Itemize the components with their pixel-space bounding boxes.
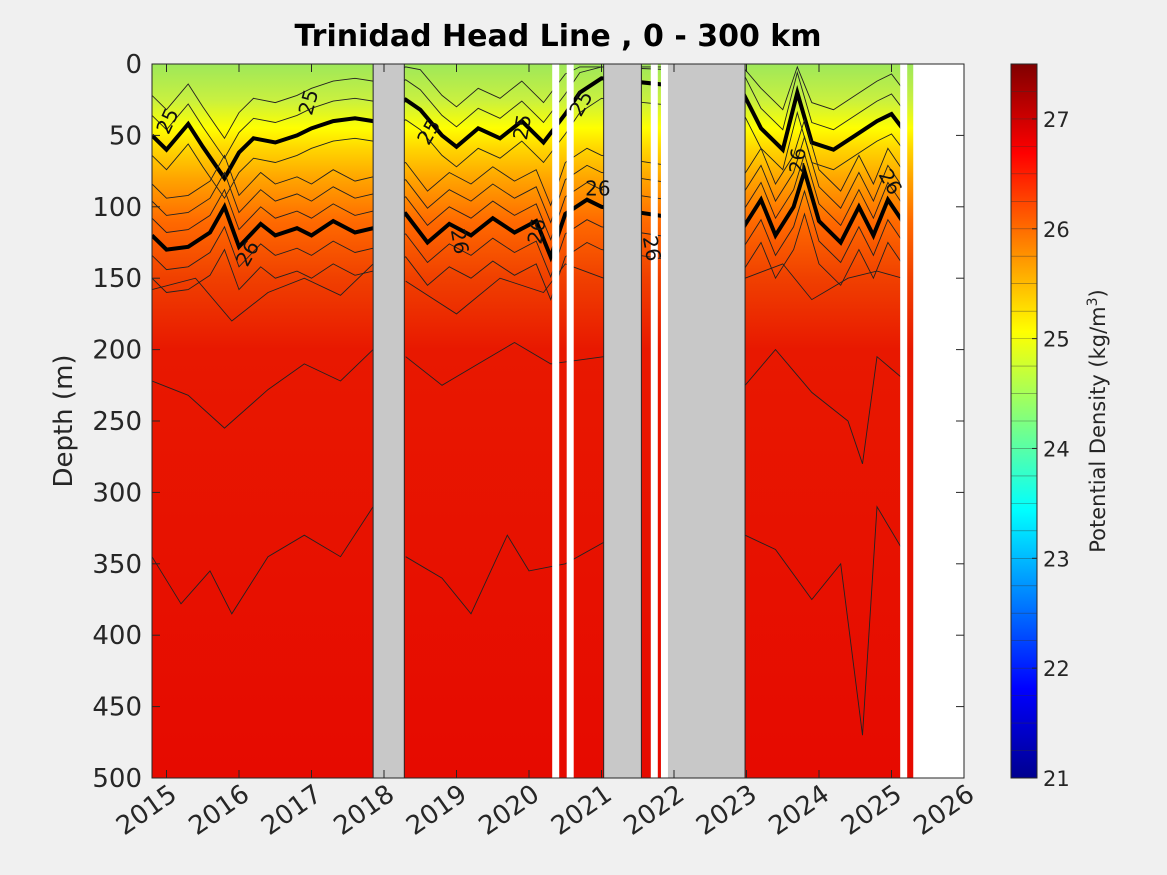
x-tick-label: 2018 xyxy=(329,779,400,842)
colorbar-ticks: 21 22 23 24 25 26 27 xyxy=(1032,108,1070,791)
y-tick-label: 50 xyxy=(109,121,142,151)
missing-stripe xyxy=(552,64,560,778)
thin-contour xyxy=(744,505,903,736)
y-tick-label: 0 xyxy=(125,50,142,80)
x-tick-label: 2019 xyxy=(401,779,472,842)
thin-contour xyxy=(152,66,903,160)
y-tick-label: 100 xyxy=(92,193,142,223)
isopycnal-contours xyxy=(152,65,905,736)
colorbar-tick-label: 25 xyxy=(1043,328,1070,352)
colorbar: 21 22 23 24 25 26 27 Potential Density (kg/m3) xyxy=(1010,63,1110,791)
thin-contour xyxy=(152,152,903,241)
x-tick-label: 2022 xyxy=(619,779,690,842)
isopycnal-sigma_25 xyxy=(152,76,904,182)
y-tick-label: 350 xyxy=(92,550,142,580)
thin-contour xyxy=(152,189,903,279)
colorbar-tick-label: 24 xyxy=(1043,437,1070,461)
y-axis: 0 50 100 150 200 250 300 350 400 450 500 xyxy=(92,50,964,794)
x-tick-label: 2020 xyxy=(474,779,545,842)
x-tick-label: 2025 xyxy=(836,779,907,842)
isopycnal-sigma_26 xyxy=(152,164,905,263)
thin-contour xyxy=(152,349,374,429)
thin-contour xyxy=(152,135,903,224)
x-tick-label: 2024 xyxy=(764,779,835,842)
contour-label: 26 xyxy=(585,176,610,200)
missing-stripe xyxy=(900,64,908,778)
contour-label: 26 xyxy=(784,147,810,174)
colorbar-label-superscript: 3 xyxy=(1085,297,1101,306)
x-tick-label: 2026 xyxy=(909,779,980,842)
thin-contour xyxy=(405,341,604,386)
missing-stripe xyxy=(566,64,574,778)
thin-contour xyxy=(744,348,903,464)
chart-title: Trinidad Head Line , 0 - 300 km xyxy=(294,19,821,54)
thin-contour xyxy=(152,212,903,301)
thin-contour xyxy=(152,506,374,615)
y-tick-label: 150 xyxy=(92,264,142,294)
thin-contour xyxy=(152,65,903,140)
y-tick-label: 450 xyxy=(92,693,142,723)
contour-label: 25 xyxy=(508,112,536,141)
thin-contour xyxy=(744,263,903,301)
data-gap xyxy=(603,63,642,779)
contour-label: 26 xyxy=(638,234,666,263)
y-tick-label: 500 xyxy=(92,764,142,794)
x-tick-label: 2023 xyxy=(691,779,762,842)
thin-contour xyxy=(152,263,374,322)
missing-stripe xyxy=(650,64,658,778)
y-tick-label: 200 xyxy=(92,336,142,366)
y-tick-label: 300 xyxy=(92,478,142,508)
colorbar-label-text: Potential Density (kg/m xyxy=(1086,306,1110,552)
colorbar-tick-label: 23 xyxy=(1043,547,1070,571)
x-tick-label: 2016 xyxy=(184,779,255,842)
y-tick-label: 400 xyxy=(92,621,142,651)
x-tick-label: 2017 xyxy=(256,779,327,842)
data-gap xyxy=(372,63,405,779)
missing-stripe xyxy=(660,64,668,778)
colorbar-tick-label: 27 xyxy=(1043,108,1070,132)
x-tick-label: 2021 xyxy=(546,779,617,842)
data-gap xyxy=(664,63,746,779)
colorbar-tick-label: 21 xyxy=(1043,767,1070,791)
y-axis-label: Depth (m) xyxy=(49,354,79,487)
colorbar-tick-label: 22 xyxy=(1043,657,1070,681)
colorbar-label-close: ) xyxy=(1086,289,1110,297)
colorbar-label: Potential Density (kg/m3) xyxy=(1085,289,1110,553)
contour-label: 26 xyxy=(446,227,474,256)
y-tick-label: 250 xyxy=(92,407,142,437)
colorbar-tick-label: 26 xyxy=(1043,218,1070,242)
thin-contour xyxy=(152,118,903,207)
thin-contour xyxy=(405,534,604,615)
contour-label: 26 xyxy=(523,217,551,246)
